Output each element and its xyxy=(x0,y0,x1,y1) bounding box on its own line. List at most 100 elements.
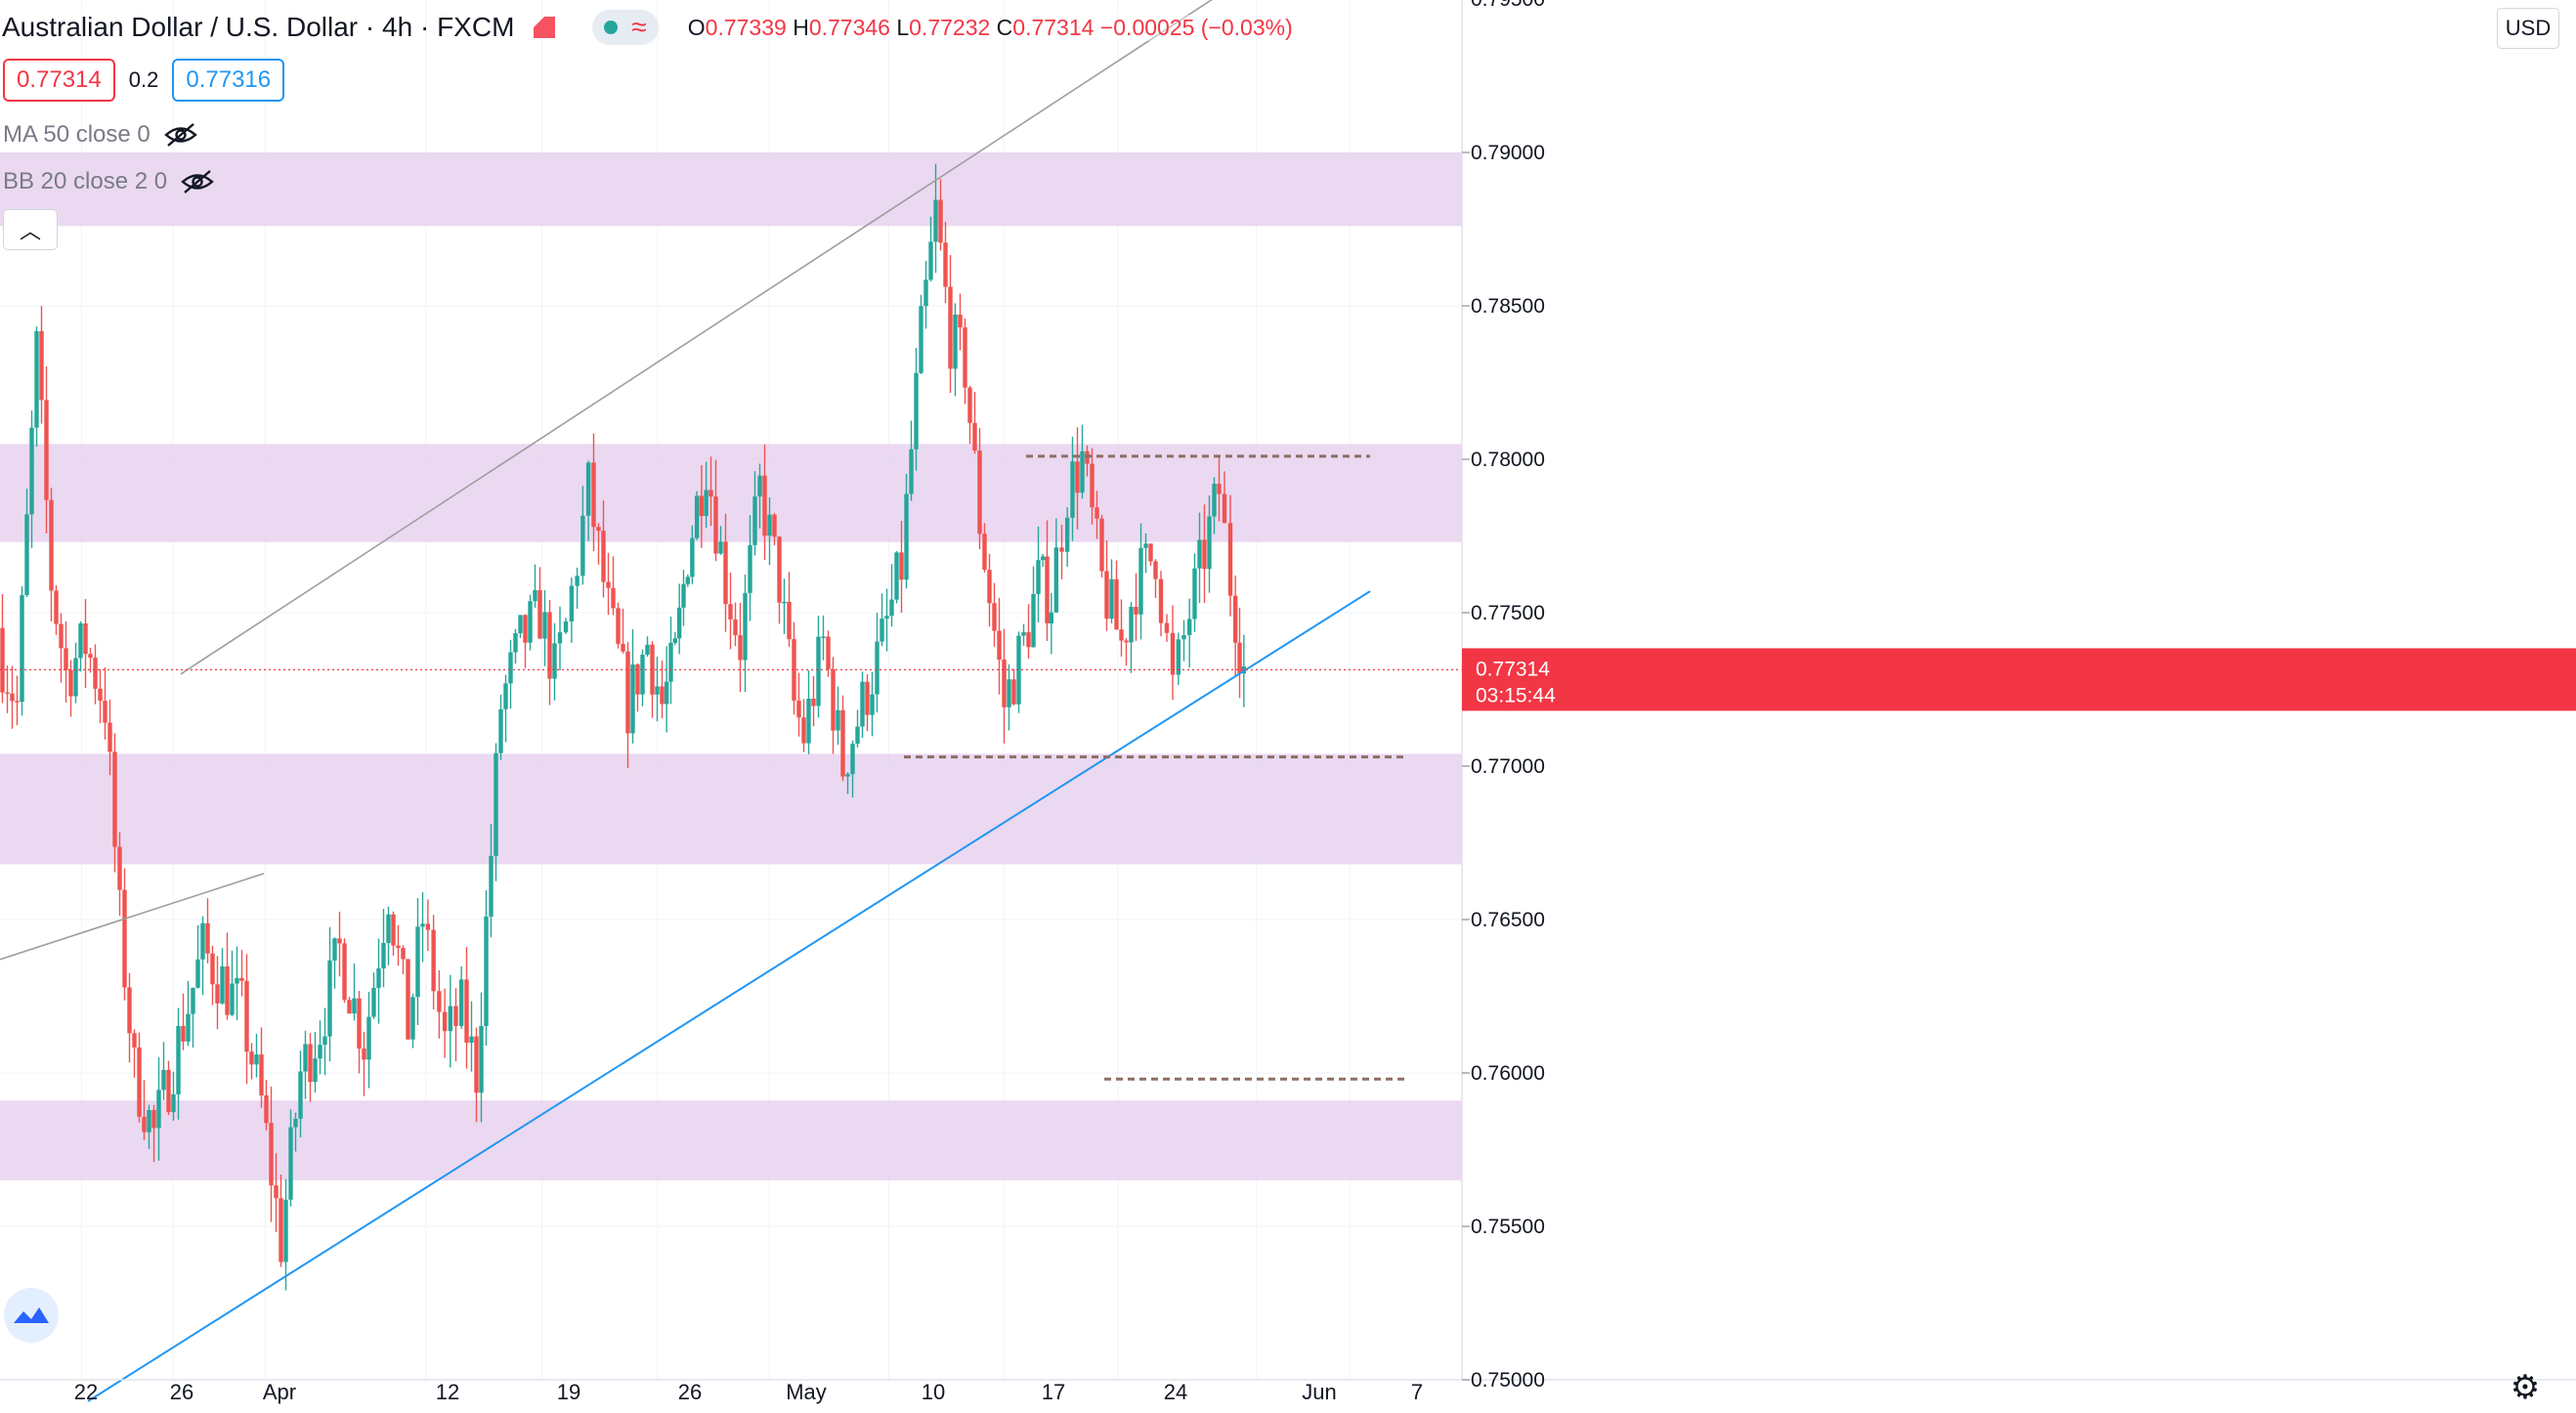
eye-hidden-icon[interactable] xyxy=(181,169,214,194)
candle-body xyxy=(528,601,533,643)
candle-body xyxy=(1237,642,1242,674)
candle-body xyxy=(904,493,909,580)
candle-body xyxy=(552,643,557,679)
x-tick-label: 26 xyxy=(678,1380,702,1404)
candle-body xyxy=(655,686,660,695)
candle-body xyxy=(1070,461,1075,518)
symbol-title[interactable]: Australian Dollar / U.S. Dollar · 4h · F… xyxy=(2,12,515,42)
candle-body xyxy=(166,1069,171,1113)
zone-band xyxy=(0,1100,1462,1180)
candle-body xyxy=(796,700,801,718)
exchange: FXCM xyxy=(437,12,515,42)
trendline xyxy=(0,873,265,961)
candle-body xyxy=(767,514,772,536)
candle-body xyxy=(448,1006,453,1032)
collapse-legend-button[interactable]: ︿ xyxy=(3,209,58,250)
candle-body xyxy=(1138,547,1143,615)
candle-body xyxy=(953,314,958,369)
candle-body xyxy=(24,514,29,596)
candle-body xyxy=(591,462,596,528)
candle-body xyxy=(826,636,831,669)
eye-hidden-icon[interactable] xyxy=(163,122,197,148)
candle-body xyxy=(200,922,205,960)
symbol-header: Australian Dollar / U.S. Dollar · 4h · F… xyxy=(0,8,1299,47)
candle-body xyxy=(801,717,806,744)
candle-body xyxy=(137,1047,142,1117)
gear-icon[interactable]: ⚙ xyxy=(2510,1369,2541,1406)
x-tick-label: 26 xyxy=(170,1380,193,1404)
candle-body xyxy=(1181,634,1186,640)
market-status-pill[interactable]: ≈ xyxy=(592,10,659,45)
candle-body xyxy=(1104,571,1109,620)
candle-body xyxy=(1227,523,1233,596)
flag-icon[interactable] xyxy=(534,17,556,38)
candle-body xyxy=(1148,543,1153,562)
candle-body xyxy=(972,422,977,451)
candle-body xyxy=(782,601,787,604)
open-key: O xyxy=(687,14,706,40)
candle-body xyxy=(494,752,498,856)
candle-body xyxy=(563,621,569,633)
candle-body xyxy=(442,1011,448,1032)
indicator-bb[interactable]: BB 20 close 2 0 xyxy=(3,168,214,195)
market-open-dot-icon xyxy=(604,21,619,34)
candle-body xyxy=(676,607,682,639)
candle-body xyxy=(762,475,767,536)
candle-body xyxy=(718,541,723,554)
candle-body xyxy=(508,652,513,684)
candle-body xyxy=(274,1185,279,1199)
candle-body xyxy=(215,984,220,1004)
candle-body xyxy=(259,1054,264,1096)
candle-body xyxy=(151,1109,156,1129)
candle-body xyxy=(787,601,792,640)
candle-body xyxy=(806,699,811,744)
candle-body xyxy=(547,612,552,679)
candle-body xyxy=(681,583,686,608)
candle-body xyxy=(410,997,415,1040)
y-tick-label: 0.77500 xyxy=(1471,602,1545,624)
sell-button[interactable]: 0.77314 xyxy=(3,59,115,102)
y-tick-label: 0.79500 xyxy=(1471,0,1545,11)
candle-body xyxy=(728,604,733,620)
candle-body xyxy=(366,1016,371,1060)
candle-body xyxy=(621,643,625,652)
tradingview-logo-icon[interactable] xyxy=(4,1288,59,1343)
low-value: 0.77232 xyxy=(909,14,991,40)
candle-body xyxy=(1016,635,1021,705)
candle-body xyxy=(792,639,796,701)
candle-body xyxy=(1109,578,1114,620)
candle-body xyxy=(992,603,997,631)
candle-body xyxy=(1217,484,1222,494)
candle-body xyxy=(569,585,575,621)
candle-body xyxy=(318,1045,322,1059)
currency-button[interactable]: USD xyxy=(2497,8,2559,49)
symbol-name: Australian Dollar / U.S. Dollar xyxy=(2,12,359,42)
candle-body xyxy=(757,475,762,497)
candle-body xyxy=(1064,517,1070,552)
candle-body xyxy=(752,496,757,545)
candle-body xyxy=(161,1069,166,1091)
candle-body xyxy=(191,987,195,1014)
buy-button[interactable]: 0.77316 xyxy=(172,59,285,102)
trendline xyxy=(180,0,1213,675)
candle-body xyxy=(437,991,442,1012)
candle-body xyxy=(381,943,386,969)
candle-body xyxy=(1119,629,1124,641)
candle-body xyxy=(220,966,225,1004)
y-tick-label: 0.75500 xyxy=(1471,1216,1545,1238)
candle-body xyxy=(49,499,54,591)
candle-body xyxy=(958,314,963,328)
candle-body xyxy=(78,622,83,659)
candle-body xyxy=(664,681,669,705)
candle-body xyxy=(489,855,494,917)
candle-body xyxy=(518,615,523,634)
candle-body xyxy=(479,1025,484,1093)
candle-body xyxy=(611,587,616,609)
indicator-ma[interactable]: MA 50 close 0 xyxy=(3,121,197,149)
candle-body xyxy=(88,654,93,659)
candle-body xyxy=(5,692,10,695)
candle-body xyxy=(1021,631,1026,636)
candle-body xyxy=(107,722,112,752)
